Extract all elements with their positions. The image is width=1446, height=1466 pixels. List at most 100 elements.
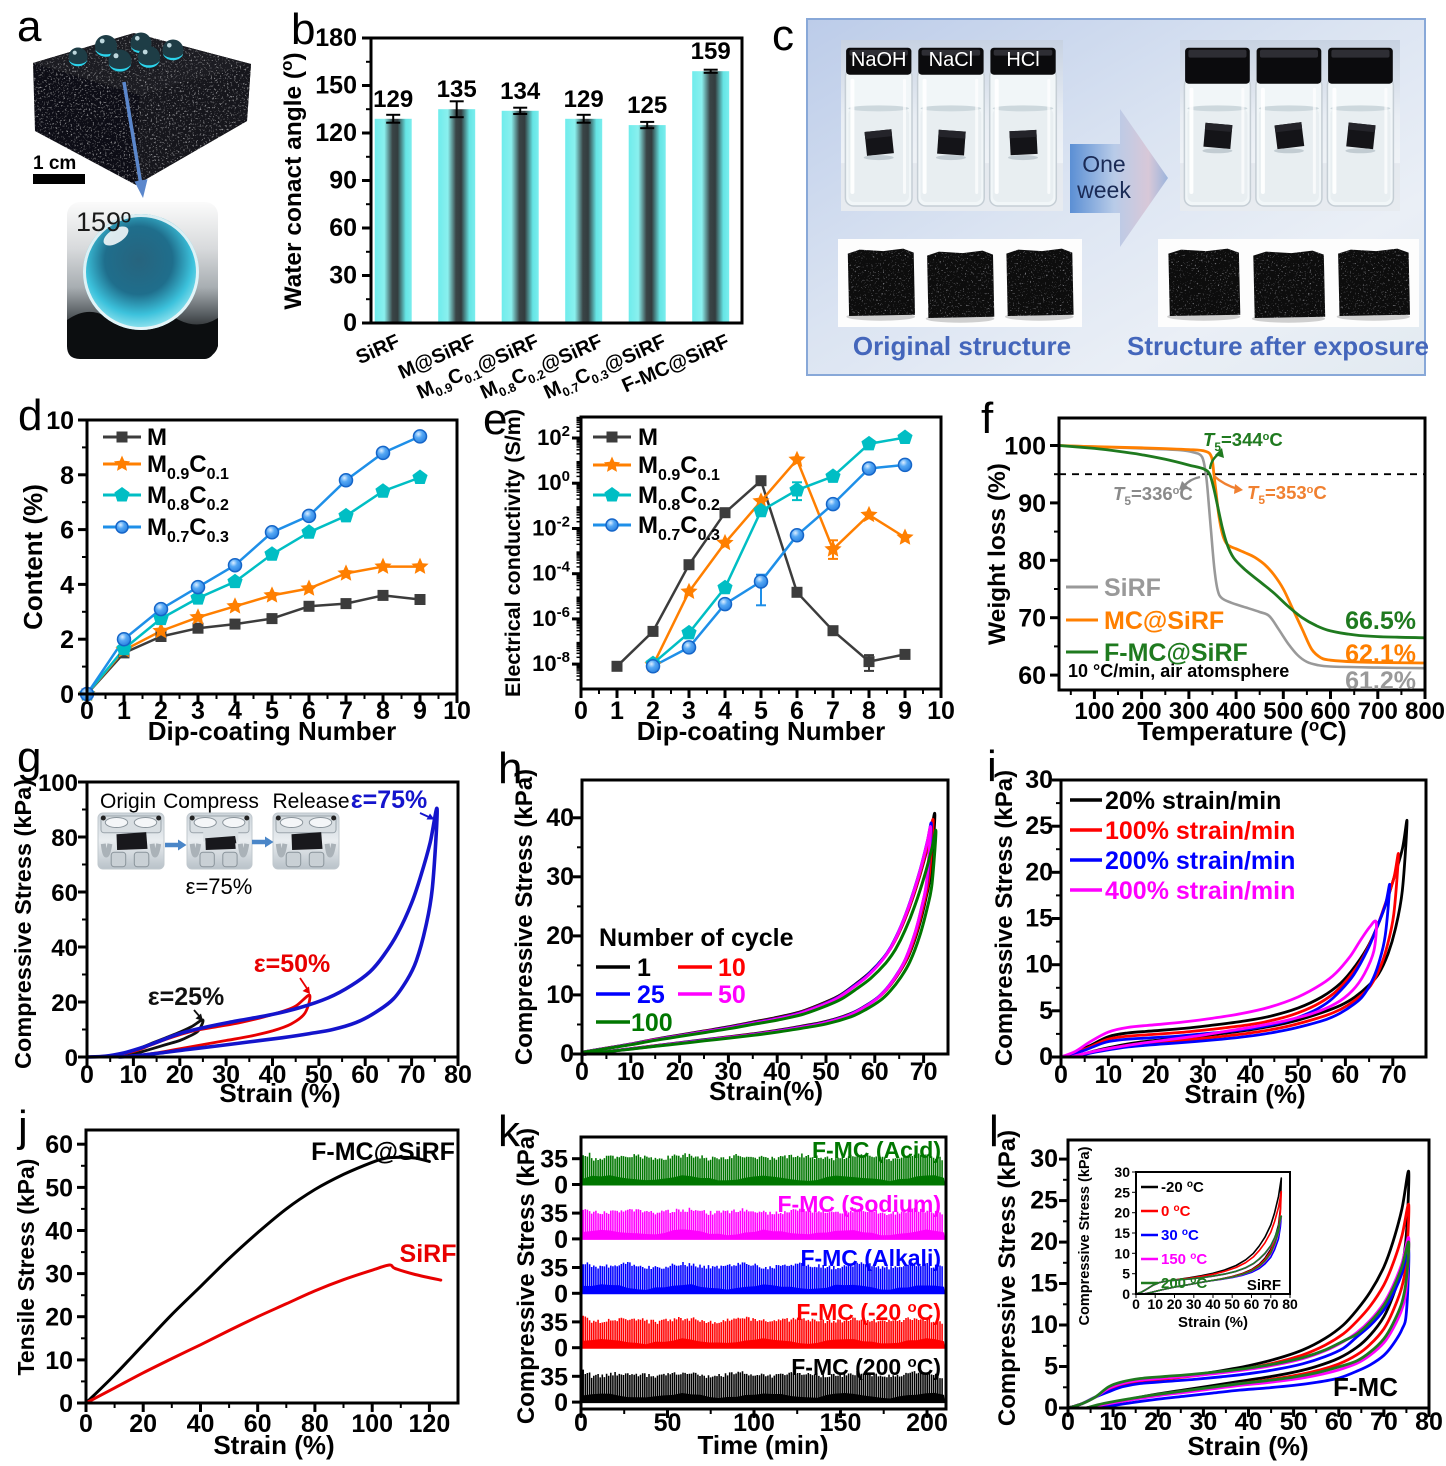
svg-text:Dip-coating Number: Dip-coating Number xyxy=(637,716,885,746)
svg-text:M: M xyxy=(638,424,658,451)
svg-text:Tensile Stress (kPa): Tensile Stress (kPa) xyxy=(13,1159,39,1376)
svg-text:25: 25 xyxy=(1030,1187,1058,1215)
svg-text:2: 2 xyxy=(60,626,74,654)
svg-text:0: 0 xyxy=(575,1058,589,1086)
svg-text:ε=75%: ε=75% xyxy=(351,786,428,814)
svg-text:-20 oC: -20 oC xyxy=(1161,1179,1204,1196)
svg-text:35: 35 xyxy=(540,1363,568,1391)
svg-text:F-MC: F-MC xyxy=(1333,1372,1398,1402)
svg-text:b: b xyxy=(291,5,315,54)
svg-text:j: j xyxy=(16,1102,28,1151)
svg-text:300: 300 xyxy=(1169,698,1209,725)
svg-text:35: 35 xyxy=(540,1200,568,1228)
svg-text:10: 10 xyxy=(546,981,574,1009)
svg-text:30: 30 xyxy=(212,1061,240,1089)
svg-text:40: 40 xyxy=(1235,1408,1263,1436)
svg-text:700: 700 xyxy=(1358,698,1398,725)
svg-text:600: 600 xyxy=(1310,698,1350,725)
svg-text:159: 159 xyxy=(691,38,731,65)
svg-text:200: 200 xyxy=(906,1409,948,1437)
svg-text:100: 100 xyxy=(631,1009,673,1037)
svg-text:One: One xyxy=(1082,151,1125,177)
svg-text:200% strain/min: 200% strain/min xyxy=(1105,847,1295,875)
svg-text:1: 1 xyxy=(610,697,624,725)
svg-text:100: 100 xyxy=(537,468,570,495)
svg-text:40: 40 xyxy=(1205,1296,1221,1312)
svg-text:80: 80 xyxy=(51,825,78,852)
svg-text:20: 20 xyxy=(129,1410,157,1438)
svg-text:80: 80 xyxy=(444,1061,472,1089)
svg-text:80: 80 xyxy=(1282,1296,1298,1312)
svg-text:61.2%: 61.2% xyxy=(1345,667,1416,695)
svg-text:30: 30 xyxy=(329,262,357,290)
svg-text:129: 129 xyxy=(564,86,604,113)
svg-text:60: 60 xyxy=(1244,1296,1260,1312)
svg-text:ε=50%: ε=50% xyxy=(254,950,331,978)
svg-text:5: 5 xyxy=(1044,1353,1058,1381)
svg-text:15: 15 xyxy=(1114,1225,1130,1241)
svg-text:40: 40 xyxy=(187,1410,215,1438)
svg-text:100% strain/min: 100% strain/min xyxy=(1105,817,1295,845)
svg-text:30: 30 xyxy=(1030,1145,1058,1173)
svg-text:Release: Release xyxy=(272,790,349,813)
svg-text:10: 10 xyxy=(1030,1311,1058,1339)
svg-text:0: 0 xyxy=(554,1389,568,1417)
svg-text:2: 2 xyxy=(646,697,660,725)
svg-text:90: 90 xyxy=(329,167,357,195)
svg-text:20: 20 xyxy=(45,1304,73,1332)
svg-text:80: 80 xyxy=(1018,547,1046,575)
svg-text:Temperature (oC): Temperature (oC) xyxy=(1137,716,1346,746)
svg-text:90: 90 xyxy=(1018,490,1046,518)
svg-text:0: 0 xyxy=(79,1410,93,1438)
svg-text:0: 0 xyxy=(1039,1043,1053,1071)
svg-text:0: 0 xyxy=(1061,1408,1075,1436)
svg-text:0: 0 xyxy=(1054,1061,1068,1089)
svg-text:10: 10 xyxy=(45,1347,73,1375)
svg-text:180: 180 xyxy=(315,24,357,52)
svg-text:Strain(%): Strain(%) xyxy=(709,1076,823,1106)
svg-text:60: 60 xyxy=(1018,662,1046,690)
svg-text:66.5%: 66.5% xyxy=(1345,607,1416,635)
svg-text:l: l xyxy=(989,1107,999,1156)
svg-text:e: e xyxy=(483,395,507,444)
svg-text:40: 40 xyxy=(259,1061,287,1089)
svg-text:5: 5 xyxy=(265,697,279,725)
svg-text:1: 1 xyxy=(637,954,651,982)
svg-text:25: 25 xyxy=(1114,1184,1130,1200)
svg-text:100: 100 xyxy=(351,1410,393,1438)
svg-text:800: 800 xyxy=(1405,698,1445,725)
svg-text:20: 20 xyxy=(1142,1061,1170,1089)
svg-text:Strain (%): Strain (%) xyxy=(213,1430,334,1460)
svg-text:M0.7C0.3: M0.7C0.3 xyxy=(147,514,229,546)
svg-text:0: 0 xyxy=(1044,1394,1058,1422)
svg-text:Compressive Stress (kPa): Compressive Stress (kPa) xyxy=(994,1130,1021,1426)
svg-text:30: 30 xyxy=(1189,1408,1217,1436)
svg-text:F-MC (-20 oC): F-MC (-20 oC) xyxy=(796,1299,941,1325)
svg-text:0: 0 xyxy=(343,309,357,337)
svg-text:0: 0 xyxy=(1122,1286,1130,1302)
svg-text:200: 200 xyxy=(1122,698,1162,725)
svg-text:70: 70 xyxy=(910,1058,938,1086)
svg-text:100: 100 xyxy=(1074,698,1114,725)
svg-text:M0.9C0.1: M0.9C0.1 xyxy=(147,451,229,483)
svg-text:0: 0 xyxy=(554,1335,568,1363)
svg-text:Strain (%): Strain (%) xyxy=(1184,1079,1305,1109)
svg-text:25: 25 xyxy=(1025,812,1053,840)
svg-text:0: 0 xyxy=(80,697,94,725)
svg-text:9: 9 xyxy=(898,697,912,725)
svg-text:SiRF: SiRF xyxy=(400,1240,457,1268)
svg-text:40: 40 xyxy=(763,1058,791,1086)
svg-text:F-MC@SiRF: F-MC@SiRF xyxy=(1104,639,1248,667)
svg-text:70: 70 xyxy=(398,1061,426,1089)
svg-text:Time (min): Time (min) xyxy=(698,1430,829,1460)
svg-text:M0.8C0.2: M0.8C0.2 xyxy=(147,482,229,514)
svg-text:10: 10 xyxy=(1094,1061,1122,1089)
svg-text:70: 70 xyxy=(1370,1408,1398,1436)
svg-text:70: 70 xyxy=(1018,605,1046,633)
svg-text:NaOH: NaOH xyxy=(851,49,907,71)
svg-text:50: 50 xyxy=(305,1061,333,1089)
svg-text:0: 0 xyxy=(560,1040,574,1068)
svg-text:102: 102 xyxy=(537,423,570,450)
svg-text:T5=353oC: T5=353oC xyxy=(1247,482,1327,507)
svg-text:6: 6 xyxy=(60,517,74,545)
